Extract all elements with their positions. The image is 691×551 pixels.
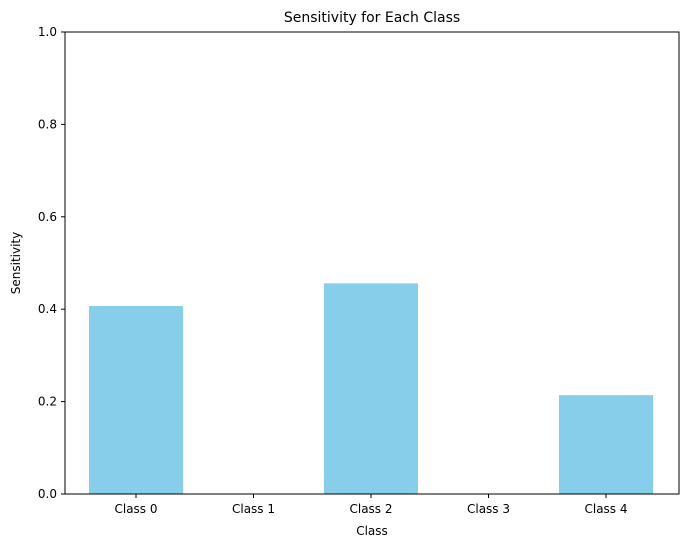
bar-class-4	[559, 395, 653, 494]
x-tick-label: Class 1	[232, 502, 275, 516]
axes-layer	[64, 31, 680, 495]
y-tick-label: 1.0	[38, 25, 57, 39]
y-tick-label: 0.4	[38, 302, 57, 316]
y-axis-ticks: 0.0 0.2 0.4 0.6 0.8 1.0	[38, 25, 65, 501]
bar-class-0	[89, 305, 183, 494]
y-tick-label: 0.0	[38, 487, 57, 501]
x-tick-label: Class 0	[114, 502, 157, 516]
y-tick-label: 0.8	[38, 117, 57, 131]
plot-frame	[64, 31, 680, 495]
x-tick-label: Class 3	[467, 502, 510, 516]
bars-layer	[89, 283, 653, 494]
chart-title: Sensitivity for Each Class	[284, 10, 460, 26]
y-tick-label: 0.2	[38, 395, 57, 409]
bar-class-2	[324, 283, 418, 494]
x-tick-label: Class 4	[584, 502, 627, 516]
x-axis-label: Class	[356, 524, 388, 538]
x-axis-ticks: Class 0 Class 1 Class 2 Class 3 Class 4	[114, 494, 628, 516]
x-tick-label: Class 2	[349, 502, 392, 516]
y-axis-label: Sensitivity	[9, 232, 23, 294]
y-tick-label: 0.6	[38, 210, 57, 224]
